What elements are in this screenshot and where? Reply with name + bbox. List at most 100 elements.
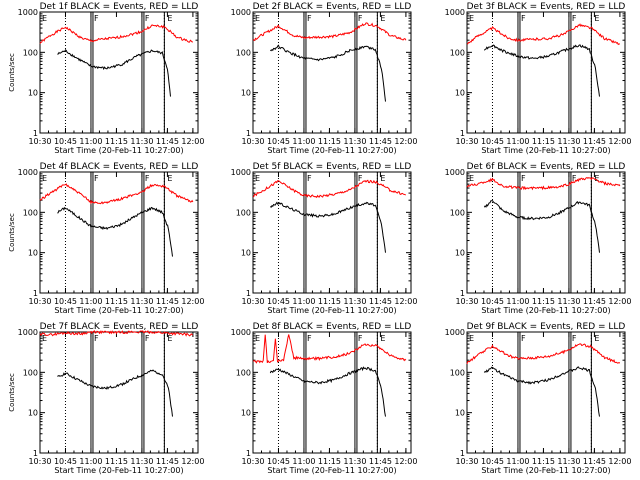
panel-4: Det 4f BLACK = Events, RED = LLD 1 10 100 10… bbox=[8, 162, 204, 315]
y-tick-label: 100 bbox=[23, 48, 38, 57]
event-marker-label: F bbox=[307, 334, 312, 343]
panel-9: Det 9f BLACK = Events, RED = LLD 1 10 100 10… bbox=[445, 322, 632, 475]
event-marker-label: F bbox=[94, 174, 99, 183]
event-marker-label: E bbox=[167, 14, 172, 23]
x-tick-label: 10:30 bbox=[28, 137, 51, 146]
x-axis-label: Start Time (20-Feb-11 10:27:00) bbox=[481, 466, 610, 475]
x-tick-label: 10:30 bbox=[241, 297, 264, 306]
x-tick-label: 11:00 bbox=[79, 297, 102, 306]
y-tick-label: 100 bbox=[450, 208, 465, 217]
plot-frame bbox=[252, 171, 412, 294]
event-marker-label: E bbox=[594, 334, 599, 343]
y-tick-label: 1000 bbox=[445, 168, 465, 177]
y-tick-label: 10 bbox=[455, 249, 465, 258]
x-tick-label: 11:15 bbox=[532, 457, 555, 466]
panel-1: Det 1f BLACK = Events, RED = LLD 1 10 100 10… bbox=[8, 2, 204, 155]
x-tick-label: 10:30 bbox=[28, 297, 51, 306]
y-axis-label: Counts/sec bbox=[8, 373, 16, 412]
x-tick-label: 11:15 bbox=[105, 457, 128, 466]
x-axis-label: Start Time (20-Feb-11 10:27:00) bbox=[267, 466, 396, 475]
y-tick-label: 100 bbox=[450, 48, 465, 57]
event-marker-label: E bbox=[380, 334, 385, 343]
y-tick-label: 100 bbox=[450, 368, 465, 377]
x-tick-label: 11:45 bbox=[369, 297, 392, 306]
event-marker-label: F bbox=[145, 174, 150, 183]
x-tick-label: 10:45 bbox=[267, 137, 290, 146]
x-tick-label: 11:00 bbox=[292, 297, 315, 306]
start-marker-label: E bbox=[469, 14, 474, 23]
x-tick-label: 10:30 bbox=[28, 457, 51, 466]
series-lld-line bbox=[252, 22, 407, 42]
x-tick-label: 12:00 bbox=[394, 457, 417, 466]
x-tick-label: 10:45 bbox=[481, 137, 504, 146]
x-tick-label: 10:45 bbox=[481, 297, 504, 306]
x-tick-label: 12:00 bbox=[181, 137, 204, 146]
x-tick-label: 10:30 bbox=[455, 457, 478, 466]
x-tick-label: 11:30 bbox=[343, 457, 366, 466]
panel-title: Det 1f BLACK = Events, RED = LLD bbox=[40, 2, 199, 12]
x-tick-label: 11:15 bbox=[532, 137, 555, 146]
x-tick-label: 11:00 bbox=[292, 137, 315, 146]
start-marker-label: E bbox=[469, 334, 474, 343]
event-marker-label: F bbox=[358, 174, 363, 183]
x-axis-label: Start Time (20-Feb-11 10:27:00) bbox=[54, 146, 183, 155]
x-tick-label: 10:30 bbox=[241, 137, 264, 146]
start-marker-label: E bbox=[42, 174, 47, 183]
start-marker-label: E bbox=[255, 334, 260, 343]
series-lld-line bbox=[39, 330, 193, 337]
series-events-line bbox=[483, 366, 600, 417]
event-marker-label: E bbox=[167, 174, 172, 183]
x-tick-label: 10:45 bbox=[54, 457, 77, 466]
y-tick-label: 10 bbox=[28, 409, 38, 418]
y-tick-label: 1 bbox=[246, 449, 251, 458]
x-tick-label: 11:30 bbox=[557, 457, 580, 466]
x-tick-label: 11:00 bbox=[79, 137, 102, 146]
y-tick-label: 100 bbox=[236, 208, 251, 217]
x-tick-label: 11:00 bbox=[506, 297, 529, 306]
y-tick-label: 10 bbox=[28, 249, 38, 258]
y-tick-label: 1 bbox=[246, 289, 251, 298]
x-tick-label: 12:00 bbox=[608, 457, 631, 466]
event-marker-label: F bbox=[358, 14, 363, 23]
series-lld-line bbox=[39, 183, 194, 205]
x-tick-label: 11:00 bbox=[506, 137, 529, 146]
y-tick-label: 10 bbox=[455, 409, 465, 418]
y-tick-label: 1 bbox=[246, 129, 251, 138]
x-tick-label: 12:00 bbox=[181, 457, 204, 466]
x-tick-label: 11:15 bbox=[318, 137, 341, 146]
x-axis-label: Start Time (20-Feb-11 10:27:00) bbox=[54, 306, 183, 315]
plot-frame bbox=[39, 171, 199, 294]
series-events-line bbox=[57, 369, 173, 417]
event-marker-label: F bbox=[94, 334, 99, 343]
event-marker-label: F bbox=[521, 174, 526, 183]
y-tick-label: 1 bbox=[460, 289, 465, 298]
y-tick-label: 100 bbox=[23, 208, 38, 217]
y-tick-label: 1000 bbox=[18, 8, 38, 17]
y-tick-label: 1 bbox=[460, 129, 465, 138]
series-lld-line bbox=[252, 334, 407, 364]
plot-frame bbox=[39, 11, 199, 134]
x-tick-label: 12:00 bbox=[394, 137, 417, 146]
event-marker-label: F bbox=[145, 14, 150, 23]
x-tick-label: 11:15 bbox=[105, 137, 128, 146]
x-tick-label: 10:30 bbox=[455, 137, 478, 146]
event-marker-label: F bbox=[572, 174, 577, 183]
event-marker-label: E bbox=[594, 14, 599, 23]
x-tick-label: 11:15 bbox=[318, 457, 341, 466]
x-tick-label: 11:45 bbox=[369, 137, 392, 146]
series-lld-line bbox=[39, 24, 193, 44]
y-tick-label: 1 bbox=[460, 449, 465, 458]
panel-title: Det 8f BLACK = Events, RED = LLD bbox=[253, 322, 412, 332]
panel-2: Det 2f BLACK = Events, RED = LLD 1 10 100 10… bbox=[231, 2, 418, 155]
x-tick-label: 11:15 bbox=[318, 297, 341, 306]
x-tick-label: 10:30 bbox=[455, 297, 478, 306]
start-marker-label: E bbox=[255, 174, 260, 183]
series-lld-line bbox=[466, 343, 621, 365]
event-marker-label: E bbox=[380, 14, 385, 23]
series-events-line bbox=[269, 44, 386, 102]
panel-7: Det 7f BLACK = Events, RED = LLD 1 10 100 10… bbox=[8, 322, 204, 475]
y-tick-label: 1000 bbox=[445, 8, 465, 17]
y-tick-label: 100 bbox=[23, 368, 38, 377]
x-tick-label: 11:00 bbox=[506, 457, 529, 466]
